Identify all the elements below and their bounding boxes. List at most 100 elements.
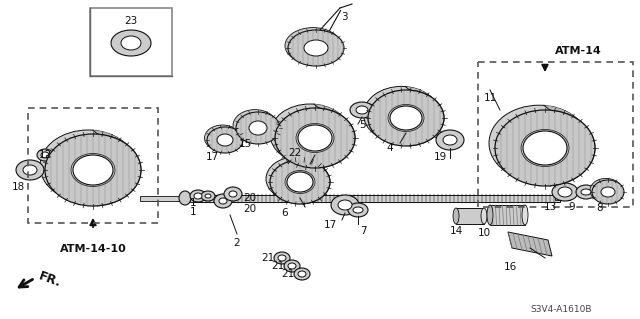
- Text: 14: 14: [449, 226, 463, 236]
- Ellipse shape: [356, 106, 368, 114]
- Text: 21: 21: [261, 253, 275, 263]
- Text: 7: 7: [360, 226, 366, 236]
- Ellipse shape: [236, 112, 280, 144]
- Ellipse shape: [558, 187, 572, 197]
- Bar: [140, 196, 188, 201]
- Ellipse shape: [288, 30, 344, 66]
- Bar: [456, 208, 484, 224]
- Ellipse shape: [179, 191, 191, 205]
- Ellipse shape: [304, 40, 328, 56]
- Bar: [90, 8, 172, 76]
- Polygon shape: [314, 104, 355, 168]
- Ellipse shape: [229, 191, 237, 197]
- Text: 18: 18: [12, 182, 24, 192]
- Ellipse shape: [298, 271, 306, 277]
- Text: 15: 15: [238, 139, 252, 149]
- Text: 2: 2: [234, 238, 240, 248]
- Ellipse shape: [581, 189, 591, 195]
- Text: 22: 22: [289, 148, 301, 158]
- Polygon shape: [544, 105, 595, 186]
- Bar: [490, 205, 525, 225]
- Text: 17: 17: [205, 152, 219, 162]
- Ellipse shape: [592, 180, 624, 204]
- Ellipse shape: [495, 110, 595, 186]
- Ellipse shape: [350, 102, 374, 118]
- Ellipse shape: [298, 125, 332, 151]
- Ellipse shape: [214, 194, 232, 208]
- Ellipse shape: [73, 155, 113, 185]
- Ellipse shape: [348, 203, 368, 217]
- Ellipse shape: [45, 134, 141, 206]
- Text: 13: 13: [543, 202, 557, 212]
- Ellipse shape: [390, 106, 422, 130]
- Ellipse shape: [364, 86, 440, 142]
- Text: 1: 1: [189, 198, 196, 208]
- Polygon shape: [93, 130, 141, 206]
- Ellipse shape: [201, 191, 215, 201]
- Ellipse shape: [205, 125, 241, 151]
- Text: 23: 23: [124, 16, 138, 26]
- Ellipse shape: [205, 194, 211, 198]
- Bar: [555, 196, 570, 200]
- Text: 17: 17: [323, 220, 337, 230]
- Text: ATM-14: ATM-14: [555, 46, 602, 56]
- Ellipse shape: [41, 152, 49, 158]
- Ellipse shape: [288, 263, 296, 269]
- Text: 11: 11: [483, 93, 497, 103]
- Ellipse shape: [40, 130, 136, 202]
- Ellipse shape: [121, 36, 141, 50]
- Text: 20: 20: [243, 204, 257, 214]
- Ellipse shape: [523, 131, 567, 165]
- Ellipse shape: [284, 260, 300, 272]
- Ellipse shape: [270, 160, 330, 204]
- Ellipse shape: [353, 207, 363, 213]
- Ellipse shape: [489, 105, 589, 181]
- Ellipse shape: [590, 178, 622, 202]
- Ellipse shape: [601, 187, 615, 197]
- Ellipse shape: [266, 157, 326, 201]
- Ellipse shape: [576, 185, 596, 199]
- Ellipse shape: [233, 110, 277, 142]
- Ellipse shape: [190, 190, 206, 202]
- Text: 3: 3: [340, 12, 348, 22]
- Ellipse shape: [487, 205, 493, 225]
- Ellipse shape: [285, 28, 341, 63]
- Ellipse shape: [552, 183, 578, 201]
- Text: ATM-14-10: ATM-14-10: [60, 244, 126, 254]
- Text: 12: 12: [38, 150, 52, 160]
- Text: 1: 1: [189, 207, 196, 217]
- Text: 21: 21: [282, 269, 294, 279]
- Ellipse shape: [331, 195, 359, 215]
- Text: FR.: FR.: [37, 270, 63, 290]
- Text: 10: 10: [477, 228, 491, 238]
- Ellipse shape: [194, 193, 202, 199]
- Ellipse shape: [270, 104, 350, 164]
- Text: 6: 6: [282, 208, 288, 218]
- Ellipse shape: [37, 149, 53, 161]
- Ellipse shape: [275, 108, 355, 168]
- Ellipse shape: [443, 135, 457, 145]
- Text: 20: 20: [243, 193, 257, 203]
- Ellipse shape: [249, 121, 267, 135]
- Ellipse shape: [224, 187, 242, 201]
- Ellipse shape: [338, 200, 352, 210]
- Text: 5: 5: [360, 120, 366, 130]
- Ellipse shape: [287, 172, 313, 192]
- Text: 9: 9: [569, 202, 575, 212]
- Ellipse shape: [217, 134, 233, 146]
- Ellipse shape: [294, 268, 310, 280]
- Ellipse shape: [481, 208, 487, 224]
- Polygon shape: [405, 86, 444, 146]
- Ellipse shape: [111, 30, 151, 56]
- Ellipse shape: [207, 127, 243, 153]
- Polygon shape: [299, 157, 330, 204]
- Text: S3V4-A1610B: S3V4-A1610B: [530, 305, 591, 314]
- Text: 19: 19: [433, 152, 447, 162]
- Text: 16: 16: [504, 262, 516, 272]
- Ellipse shape: [23, 165, 37, 175]
- Text: 21: 21: [271, 261, 285, 271]
- Ellipse shape: [278, 255, 286, 261]
- Text: 4: 4: [387, 143, 394, 153]
- Polygon shape: [508, 232, 552, 256]
- Text: 8: 8: [596, 203, 604, 213]
